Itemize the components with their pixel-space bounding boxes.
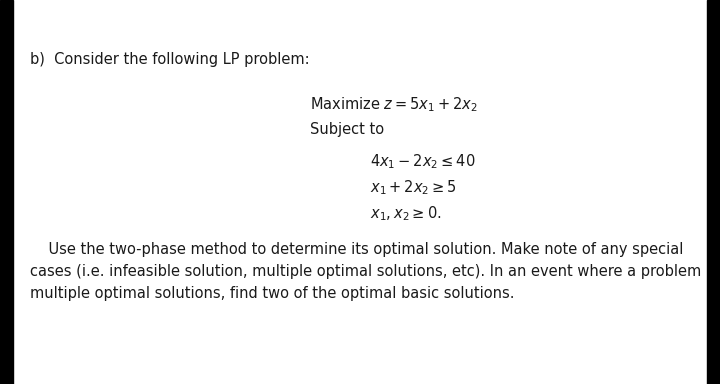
Text: cases (i.e. infeasible solution, multiple optimal solutions, etc). In an event w: cases (i.e. infeasible solution, multipl… bbox=[30, 264, 720, 279]
Text: multiple optimal solutions, find two of the optimal basic solutions.: multiple optimal solutions, find two of … bbox=[30, 286, 515, 301]
Text: $x_1 + 2x_2 \geq 5$: $x_1 + 2x_2 \geq 5$ bbox=[370, 178, 456, 197]
Text: Subject to: Subject to bbox=[310, 122, 384, 137]
Text: Maximize $z = 5x_1 + 2x_2$: Maximize $z = 5x_1 + 2x_2$ bbox=[310, 95, 478, 114]
Text: Use the two-phase method to determine its optimal solution. Make note of any spe: Use the two-phase method to determine it… bbox=[30, 242, 683, 257]
Bar bbox=[707, 0, 720, 384]
Text: b)  Consider the following LP problem:: b) Consider the following LP problem: bbox=[30, 52, 310, 67]
Text: $4x_1 - 2x_2 \leq 40$: $4x_1 - 2x_2 \leq 40$ bbox=[370, 152, 475, 171]
Bar bbox=[0, 0, 13, 384]
Text: $x_1, x_2 \geq 0.$: $x_1, x_2 \geq 0.$ bbox=[370, 204, 441, 223]
